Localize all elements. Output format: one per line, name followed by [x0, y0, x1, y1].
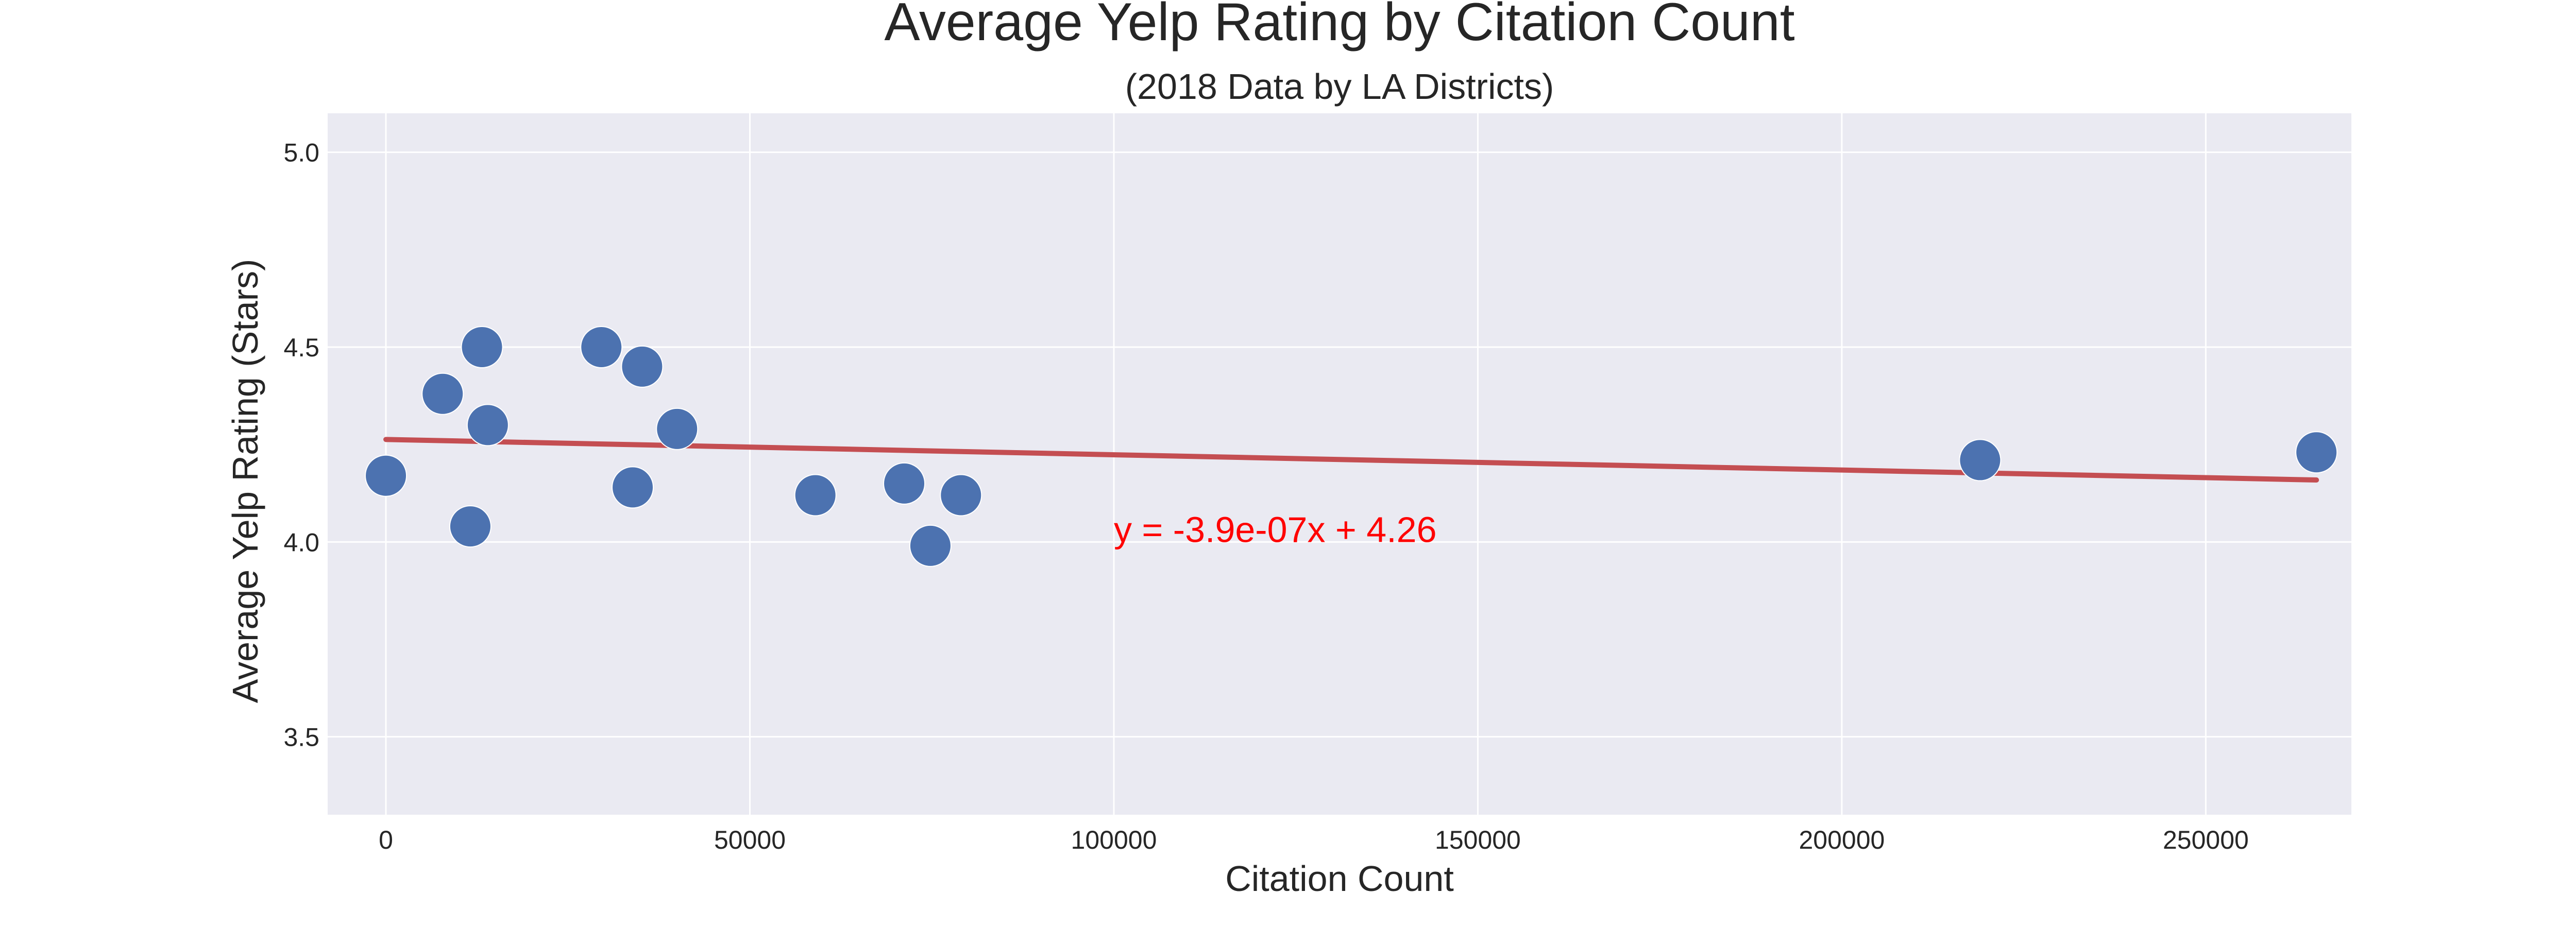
x-axis-label: Citation Count — [1225, 859, 1454, 899]
scatter-point — [909, 524, 952, 567]
y-axis-ticks: 3.5 4.0 4.5 5.0 — [283, 139, 319, 752]
grid-lines — [328, 113, 2351, 815]
x-tick-label: 0 — [379, 826, 393, 854]
chart-subtitle: (2018 Data by LA Districts) — [1125, 66, 1554, 107]
y-tick-label: 4.0 — [283, 528, 319, 557]
x-tick-label: 150000 — [1435, 826, 1521, 854]
x-tick-label: 100000 — [1071, 826, 1157, 854]
x-tick-label: 200000 — [1799, 826, 1885, 854]
scatter-point — [2295, 431, 2338, 474]
scatter-point — [883, 462, 926, 505]
y-tick-label: 3.5 — [283, 723, 319, 752]
x-axis-ticks: 0 50000 100000 150000 200000 250000 — [379, 826, 2249, 854]
scatter-point — [365, 454, 408, 497]
scatter-point — [466, 404, 509, 447]
y-tick-label: 5.0 — [283, 139, 319, 167]
regression-equation: y = -3.9e-07x + 4.26 — [1114, 509, 1437, 550]
chart-title: Average Yelp Rating by Citation Count — [884, 0, 1794, 52]
scatter-point — [421, 372, 464, 415]
scatter-points — [365, 326, 2338, 567]
plot-area — [328, 113, 2351, 815]
y-axis-label: Average Yelp Rating (Stars) — [225, 259, 265, 703]
scatter-point — [461, 326, 503, 368]
scatter-point — [794, 474, 837, 517]
scatter-point — [449, 505, 492, 548]
x-tick-label: 50000 — [714, 826, 786, 854]
y-tick-label: 4.5 — [283, 333, 319, 362]
x-tick-label: 250000 — [2163, 826, 2249, 854]
scatter-point — [580, 326, 623, 368]
scatter-point — [1959, 439, 2002, 482]
scatter-point — [656, 407, 699, 450]
scatter-point — [621, 345, 664, 388]
scatter-point — [612, 466, 654, 509]
scatter-point — [940, 474, 982, 517]
